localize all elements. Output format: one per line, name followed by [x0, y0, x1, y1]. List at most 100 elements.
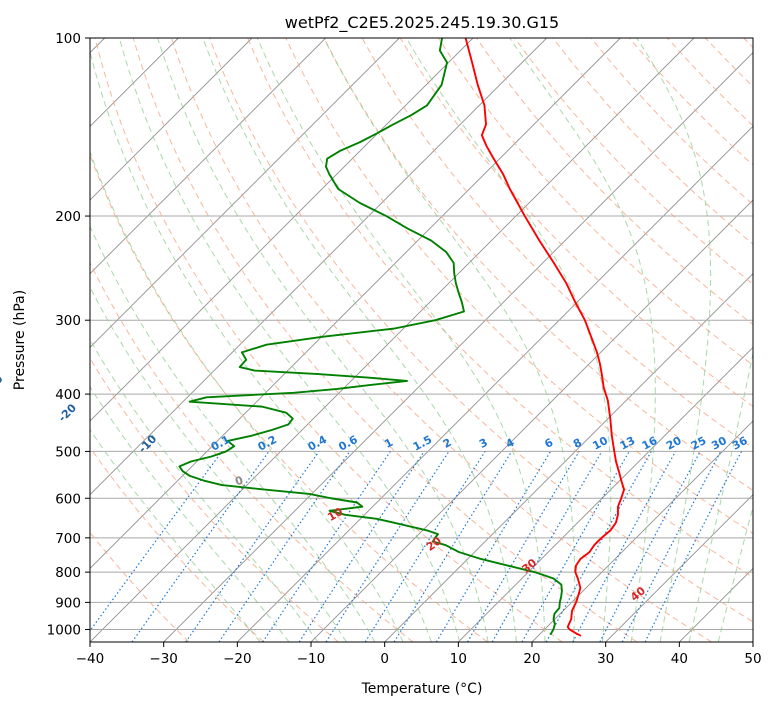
- moist-adiabat-line: [157, 38, 489, 642]
- mixing-ratio-label: 36: [730, 434, 750, 453]
- line-labels: 0.10.20.40.611.52346810131620253036-100-…: [0, 372, 750, 604]
- moist-adiabat-line: [118, 38, 461, 642]
- moist-adiabat-line: [90, 428, 261, 642]
- x-tick-label: 50: [744, 651, 761, 667]
- dry-adiabat-line: [94, 38, 563, 642]
- dry-adiabat-label: 20: [424, 534, 444, 554]
- mixing-ratio-line: [435, 451, 552, 642]
- x-tick-label: −10: [297, 651, 326, 667]
- dry-adiabat-line: [323, 38, 753, 492]
- x-tick-label: −40: [76, 651, 105, 667]
- moist-adiabat-line: [90, 225, 376, 642]
- dry-adiabat-line: [132, 38, 638, 642]
- dry-adiabat-line: [514, 38, 753, 285]
- dry-adiabat-line: [209, 38, 753, 623]
- dry-adiabat-line: [90, 446, 264, 642]
- dry-adiabat-line: [90, 153, 488, 642]
- dry-adiabat-line: [476, 38, 753, 326]
- moist-adiabat-line: [90, 150, 404, 642]
- mixing-ratio-line: [599, 451, 701, 642]
- isotherm-line: [90, 38, 400, 348]
- data-layer: [178, 38, 625, 637]
- isotherm-line: [90, 38, 547, 496]
- isotherm-line: [679, 567, 753, 642]
- chart-title: wetPf2_C2E5.2025.245.19.30.G15: [285, 13, 559, 33]
- isotherm-line: [90, 38, 474, 422]
- isotherm-line: [163, 52, 753, 642]
- mixing-ratio-line: [185, 451, 320, 642]
- mixing-ratio-line: [262, 451, 391, 642]
- isotherm-line: [531, 420, 753, 642]
- mixing-ratio-line: [90, 451, 223, 632]
- y-axis-label: Pressure (hPa): [12, 290, 28, 390]
- mixing-ratio-line: [466, 451, 580, 642]
- moist-adiabat-line: [636, 38, 712, 642]
- dry-adiabat-label: -30: [0, 372, 6, 395]
- mixing-ratio-label: 30: [709, 434, 729, 453]
- x-tick-label: 20: [523, 651, 540, 667]
- mixing-ratio-label: 10: [590, 434, 610, 453]
- y-tick-label: 800: [55, 565, 81, 581]
- mixing-ratio-line: [364, 451, 486, 642]
- dry-adiabat-line: [590, 38, 753, 206]
- dewpoint-profile: [178, 38, 563, 636]
- isotherm-line: [605, 494, 753, 642]
- mixing-ratio-line: [572, 451, 677, 642]
- axes: −40 −30 −20 −10 0 10 20 30 40 5010020030040050060…: [47, 31, 762, 667]
- x-tick-label: −20: [223, 651, 252, 667]
- y-tick-label: 600: [55, 491, 81, 507]
- moist-adiabat-line: [323, 38, 576, 642]
- plot-frame: [89, 37, 754, 643]
- x-tick-label: 0: [380, 651, 389, 667]
- y-tick-label: 300: [55, 313, 81, 329]
- isotherm-line: [90, 38, 695, 642]
- y-tick-label: 700: [55, 531, 81, 547]
- isotherm-line: [90, 38, 326, 275]
- mixing-ratio-line: [218, 451, 351, 642]
- mixing-ratio-label: 8: [571, 436, 584, 451]
- isotherm-line: [90, 38, 621, 569]
- mixing-ratio-label: 6: [543, 436, 556, 451]
- mixing-ratio-label: 16: [640, 434, 660, 453]
- dry-adiabat-line: [743, 38, 753, 49]
- mixing-ratio-line: [621, 451, 722, 642]
- y-tick-label: 200: [55, 209, 81, 225]
- temperature-profile: [464, 38, 625, 637]
- mixing-ratio-line: [325, 451, 450, 642]
- isotherm-line: [752, 641, 753, 642]
- x-axis-label: Temperature (°C): [361, 681, 483, 697]
- y-tick-label: 900: [55, 595, 81, 611]
- isotherm-line: [384, 273, 753, 642]
- y-tick-label: 500: [55, 444, 81, 460]
- moist-adiabat-line: [90, 50, 432, 642]
- dry-adiabat-line: [170, 38, 712, 642]
- dry-adiabat-label: 0: [233, 473, 245, 488]
- mixing-ratio-line: [521, 451, 630, 642]
- isotherm-line: [310, 199, 753, 642]
- isotherm-line: [237, 125, 753, 642]
- dry-adiabat-label: -20: [56, 401, 79, 424]
- moist-adiabat-line: [717, 505, 753, 642]
- mixing-ratio-label: 1.5: [411, 433, 434, 454]
- moist-adiabat-line: [405, 38, 612, 642]
- moist-adiabat-line: [688, 350, 753, 642]
- moist-adiabat-line: [90, 286, 347, 642]
- dry-adiabat-line: [90, 261, 414, 642]
- mixing-ratio-label: 20: [664, 434, 684, 453]
- grid-layer: [90, 38, 753, 642]
- mixing-ratio-line: [545, 451, 652, 642]
- x-tick-label: 10: [450, 651, 467, 667]
- moist-adiabat-line: [256, 38, 546, 642]
- x-tick-label: 40: [671, 651, 688, 667]
- y-tick-label: 400: [55, 387, 81, 403]
- dry-adiabat-label: 40: [628, 584, 648, 604]
- mixing-ratio-label: 0.6: [336, 433, 360, 454]
- x-tick-label: −30: [149, 651, 178, 667]
- dry-adiabat-line: [705, 38, 753, 88]
- moist-adiabat-line: [509, 38, 656, 642]
- mixing-ratio-label: 3: [477, 436, 490, 451]
- isotherm-line: [90, 38, 253, 201]
- mixing-ratio-line: [298, 451, 425, 642]
- moist-adiabat-line: [90, 385, 290, 642]
